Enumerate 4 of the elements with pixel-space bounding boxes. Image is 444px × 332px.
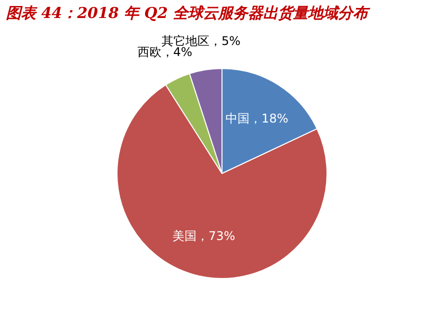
chart-title: 图表 44：2018 年 Q2 全球云服务器出货量地域分布: [6, 4, 372, 22]
slice-label: 中国，18%: [226, 112, 288, 126]
slice-label: 其它地区，5%: [161, 34, 240, 48]
slice-label: 美国，73%: [172, 229, 236, 244]
